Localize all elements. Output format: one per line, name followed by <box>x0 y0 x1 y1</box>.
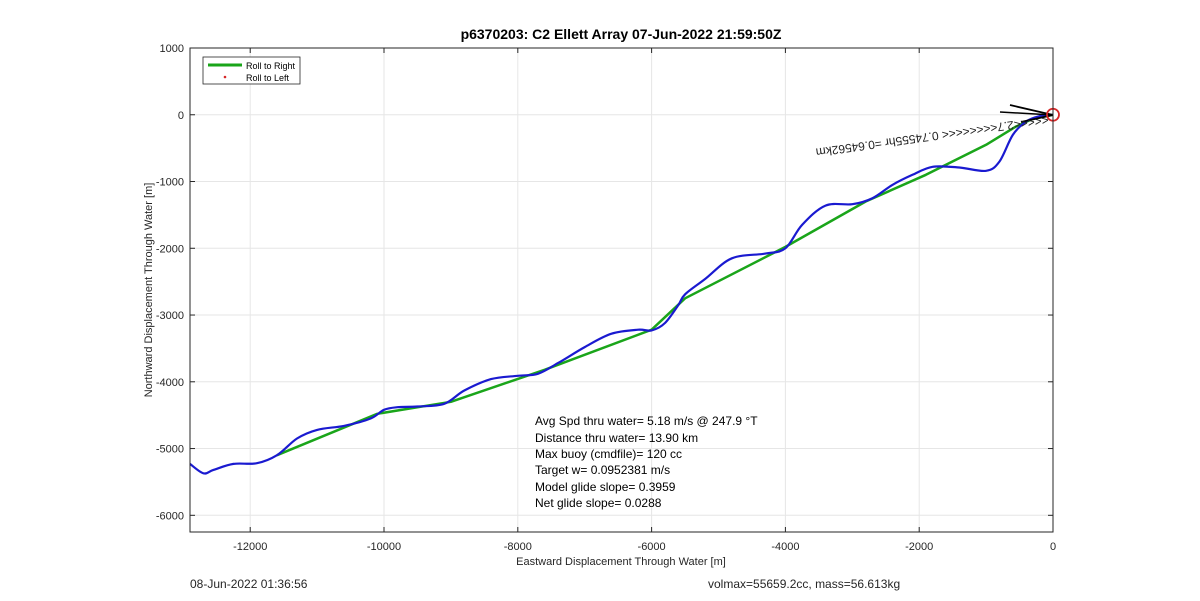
legend-swatch-left <box>223 75 227 79</box>
footer-vol-mass: volmax=55659.2cc, mass=56.613kg <box>708 577 901 591</box>
annotation-distance: Distance thru water= 13.90 km <box>535 431 698 445</box>
stats-annotations: Avg Spd thru water= 5.18 m/s @ 247.9 °T … <box>535 414 758 510</box>
plot-frame <box>189 47 1054 533</box>
y-tick-label: -5000 <box>156 444 184 456</box>
legend-label-right: Roll to Right <box>246 61 296 71</box>
x-tick-label: 0 <box>1050 541 1056 553</box>
legend: Roll to Right Roll to Left <box>202 56 301 85</box>
x-tick-label: -10000 <box>367 541 401 553</box>
annotation-max-buoy: Max buoy (cmdfile)= 120 cc <box>535 447 682 461</box>
y-tick-label: 1000 <box>160 43 184 55</box>
track-line <box>189 113 1054 475</box>
plot-background <box>190 48 1053 532</box>
series-group <box>189 113 1054 475</box>
footer-timestamp: 08-Jun-2022 01:36:56 <box>190 577 308 591</box>
y-tick-label: -3000 <box>156 310 184 322</box>
annotation-avg-speed: Avg Spd thru water= 5.18 m/s @ 247.9 °T <box>535 414 758 428</box>
y-tick-label: -1000 <box>156 177 184 189</box>
annotation-model-glide: Model glide slope= 0.3959 <box>535 480 676 494</box>
x-tick-label: -12000 <box>233 541 267 553</box>
x-tick-label: -4000 <box>771 541 799 553</box>
x-axis-ticks: -12000 -10000 -8000 -6000 -4000 -2000 0 <box>233 48 1056 553</box>
y-axis-label: Northward Displacement Through Water [m] <box>143 183 155 398</box>
chart-title: p6370203: C2 Ellett Array 07-Jun-2022 21… <box>461 26 782 42</box>
x-tick-label: -8000 <box>504 541 532 553</box>
annotation-net-glide: Net glide slope= 0.0288 <box>535 496 662 510</box>
y-tick-label: 0 <box>178 110 184 122</box>
y-axis-ticks: 1000 0 -1000 -2000 -3000 -4000 -5000 -6000 <box>156 43 1053 522</box>
x-tick-label: -6000 <box>638 541 666 553</box>
annotation-target-w: Target w= 0.0952381 m/s <box>535 463 670 477</box>
y-tick-label: -2000 <box>156 243 184 255</box>
x-axis-label: Eastward Displacement Through Water [m] <box>516 556 726 568</box>
legend-label-left: Roll to Left <box>246 73 290 83</box>
x-tick-label: -2000 <box>905 541 933 553</box>
y-tick-label: -4000 <box>156 377 184 389</box>
legend-box <box>202 56 301 85</box>
y-tick-label: -6000 <box>156 510 184 522</box>
arrow-shaft <box>999 111 1054 116</box>
